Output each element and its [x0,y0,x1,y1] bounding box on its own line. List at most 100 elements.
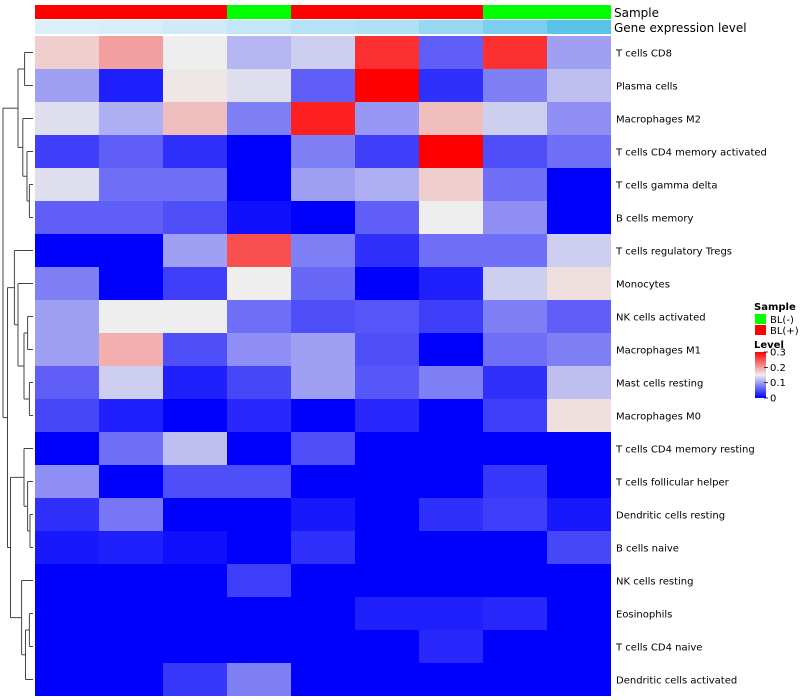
heatmap-cell [419,300,483,333]
row-label: T cells regulatory Tregs [615,247,732,258]
heatmap-cell [291,597,355,630]
heatmap-cell [291,102,355,135]
heatmap-cell [99,597,163,630]
heatmap-cell [99,465,163,498]
heatmap-cell [291,168,355,201]
heatmap-cell [483,102,547,135]
heatmap-cell [227,399,291,432]
heatmap-cell [35,267,99,300]
heatmap-cell [419,366,483,399]
row-label: Macrophages M2 [616,115,701,126]
heatmap-cell [99,432,163,465]
heatmap-cell [419,630,483,663]
heatmap-cell [163,168,227,201]
heatmap-cell [35,630,99,663]
heatmap-cell [355,168,419,201]
heatmap-cell [227,630,291,663]
heatmap-cell [291,234,355,267]
heatmap-cell [547,168,611,201]
heatmap-cell [483,234,547,267]
sample-annotation-cell [547,5,611,19]
row-label: Dendritic cells activated [616,676,737,687]
legend-sample-title: Sample [754,302,796,313]
heatmap-cell [35,597,99,630]
heatmap-cell [163,399,227,432]
row-label: T cells CD4 memory activated [615,148,767,159]
sample-annotation-cell [227,5,291,19]
sample-annotation-cell [35,5,99,19]
heatmap-cell [99,366,163,399]
heatmap-cell [547,630,611,663]
heatmap-cell [227,36,291,69]
heatmap-cell [419,531,483,564]
heatmap-cell [227,234,291,267]
heatmap-cell [483,498,547,531]
heatmap-cell [355,69,419,102]
legend-swatch-bl-pos [755,325,766,335]
sample-annotation-cell [99,5,163,19]
heatmap-cell [163,300,227,333]
legend-level-ticks: 0.3 0.2 0.1 0 [764,348,786,405]
row-label: T cells gamma delta [615,181,717,192]
heatmap-cell [547,663,611,696]
row-label: Plasma cells [616,82,678,93]
heatmap-cell [163,531,227,564]
heatmap-cell [483,168,547,201]
sample-annotation-cell [483,5,547,19]
heatmap-cell [483,597,547,630]
heatmap-cell [163,366,227,399]
heatmap-cell [291,663,355,696]
row-label: Monocytes [616,280,670,291]
heatmap-cell [355,630,419,663]
heatmap-cell [355,36,419,69]
heatmap-cell [227,69,291,102]
heatmap-cell [483,69,547,102]
heatmap-cell [419,432,483,465]
heatmap-cell [355,663,419,696]
gene-expression-annotation-cell [35,20,99,34]
heatmap-cell [163,102,227,135]
row-label: NK cells resting [616,577,693,588]
row-label: NK cells activated [616,313,706,324]
heatmap-cell [35,234,99,267]
heatmap-cell [35,531,99,564]
row-label: T cells follicular helper [615,478,730,489]
heatmap-cell [99,333,163,366]
heatmap-cell [291,267,355,300]
heatmap-cell [483,663,547,696]
gene-expression-annotation-cell [419,20,483,34]
heatmap-cell [291,564,355,597]
legend-level-tick-label: 0 [770,394,776,405]
gene-expression-annotation-cell [547,20,611,34]
heatmap-cell [99,663,163,696]
heatmap-cell [163,267,227,300]
heatmap-cell [291,498,355,531]
gene-expression-annotation-bar [35,20,611,34]
heatmap-cell [355,465,419,498]
legend-swatch-bl-neg [755,314,766,324]
heatmap-cell [355,267,419,300]
heatmap-cell [35,69,99,102]
sample-annotation-bar [35,5,611,19]
row-label: T cells CD8 [615,49,672,60]
heatmap-cell [99,630,163,663]
heatmap-cell [163,333,227,366]
heatmap-cell [355,333,419,366]
heatmap-cell [547,36,611,69]
row-label: T cells CD4 naive [615,643,702,654]
heatmap-cell [547,564,611,597]
heatmap-cell [35,432,99,465]
heatmap-cell [35,465,99,498]
gene-expression-annotation-label: Gene expression level [614,21,747,35]
heatmap-cell [291,531,355,564]
row-label: Mast cells resting [616,379,703,390]
heatmap-cell [547,531,611,564]
gene-expression-annotation-cell [99,20,163,34]
heatmap-cell [419,201,483,234]
heatmap-cell [99,168,163,201]
heatmap-cell [483,366,547,399]
gene-expression-annotation-cell [227,20,291,34]
heatmap-cell [419,498,483,531]
heatmap-cell [35,399,99,432]
heatmap-cell [99,135,163,168]
